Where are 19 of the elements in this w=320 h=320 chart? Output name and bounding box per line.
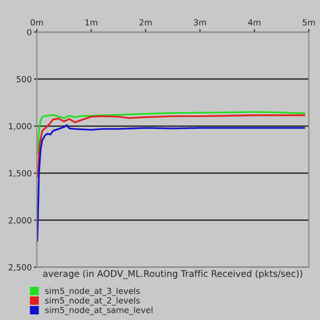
x-tick-label: 3m (194, 19, 206, 26)
legend-label: sim5_node_at_same_level (45, 306, 152, 315)
y-tick-label: 2,500 (8, 264, 32, 272)
legend-label: sim5_node_at_3_levels (45, 288, 140, 296)
y-tick-label: 1,000 (8, 123, 32, 130)
x-tick-label: 0m (30, 19, 43, 26)
line-series (37, 114, 306, 178)
x-tick-label: 4m (248, 19, 260, 26)
x-tick-label: 5m (302, 19, 315, 26)
y-tick-label: 2,000 (8, 217, 32, 224)
line-series (36, 124, 306, 242)
x-tick-label: 2m (140, 19, 152, 26)
legend-label: sim5_node_at_2_levels (45, 297, 140, 306)
line-series (37, 111, 306, 154)
y-tick-label: 500 (16, 76, 32, 82)
x-axis-title: average (in AODV_ML.Routing Traffic Received (pkts/sec)) (43, 270, 302, 279)
y-tick-label: 0 (27, 28, 32, 36)
x-tick-label: 1m (85, 19, 98, 26)
y-tick-label: 1,500 (8, 170, 32, 178)
